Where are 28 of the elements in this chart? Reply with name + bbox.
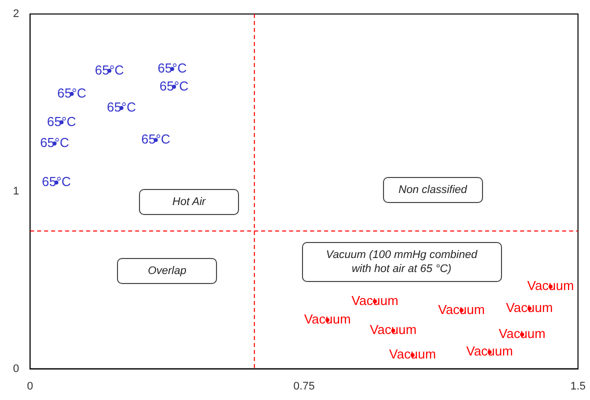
y-tick-label: 1 (12, 185, 20, 198)
text: 65°C (40, 135, 70, 150)
text: Vacuum (304, 312, 351, 327)
series-label: 65°C (47, 114, 76, 129)
text: Vacuum (498, 326, 546, 342)
x-tick-label: 0 (27, 380, 34, 392)
series-label: Vacuum (527, 278, 574, 294)
note-box: Hot Air (139, 189, 239, 216)
note-box: Overlap (117, 258, 218, 284)
text: Vacuum (438, 302, 485, 317)
text: 65°C (158, 60, 187, 76)
note-box: Vacuum (100 mmHg combined with hot air at 65 °C) (302, 242, 502, 282)
note-box: Non classified (382, 176, 483, 203)
x-tick-label: 1.5 (570, 380, 586, 392)
text: 65°C (106, 100, 136, 115)
y-tick-label: 0 (12, 362, 20, 375)
y-tick-label: 2 (12, 8, 20, 20)
text: 65°C (141, 132, 170, 147)
text: Vacuum (370, 322, 417, 338)
text: 65°C (42, 174, 71, 190)
text: 65°C (57, 85, 86, 100)
text: 65°C (160, 78, 189, 94)
text: 65°C (94, 62, 124, 78)
text: Vacuum (466, 344, 513, 359)
x-tick-label: 0.75 (293, 380, 315, 392)
text: Vacuum (506, 300, 553, 316)
text: Vacuum (389, 346, 436, 362)
text: Vacuum (352, 292, 398, 308)
